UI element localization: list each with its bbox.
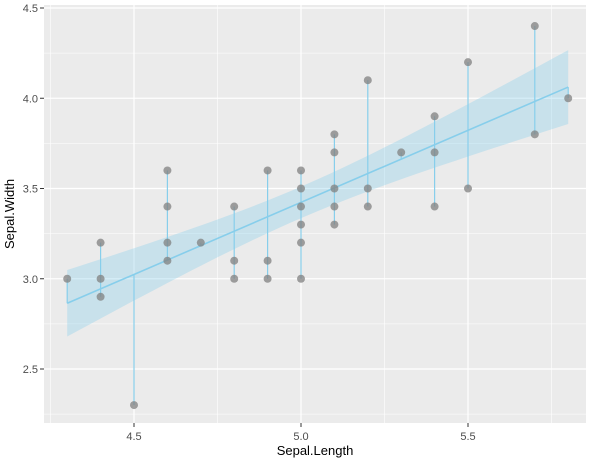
x-axis-ticks: 4.5 5.0 5.5	[126, 423, 476, 443]
data-point	[163, 256, 172, 265]
regression-line	[66, 86, 569, 305]
data-point	[530, 130, 539, 139]
x-tick-label: 5.5	[460, 431, 475, 443]
y-tick-label: 4.0	[23, 93, 38, 105]
data-point	[196, 238, 205, 247]
data-point	[430, 112, 439, 121]
data-point	[230, 202, 239, 211]
data-point	[397, 148, 406, 157]
data-point	[297, 166, 305, 175]
data-point	[564, 94, 573, 103]
data-point	[363, 184, 372, 193]
data-point	[230, 256, 239, 265]
data-point	[263, 274, 272, 283]
confidence-band	[67, 50, 569, 337]
x-tick-label: 5.0	[293, 431, 308, 443]
data-point	[263, 166, 272, 175]
data-point	[297, 220, 305, 229]
data-point	[163, 166, 172, 175]
data-point	[63, 274, 72, 283]
data-point	[530, 22, 539, 31]
y-tick-label: 3.5	[23, 184, 38, 196]
data-point	[297, 238, 305, 247]
data-point	[330, 202, 339, 211]
y-axis-ticks: 2.5 3.0 3.5 4.0 4.5	[23, 3, 44, 376]
data-point	[297, 202, 305, 211]
data-point	[297, 184, 305, 193]
data-point	[430, 202, 439, 211]
data-point	[363, 76, 372, 85]
x-tick-label: 4.5	[126, 431, 141, 443]
data-point	[263, 256, 272, 265]
data-points	[63, 22, 573, 410]
data-point	[430, 148, 439, 157]
data-point	[330, 220, 339, 229]
data-point	[330, 148, 339, 157]
plot-panel	[44, 5, 586, 423]
y-tick-label: 3.0	[23, 274, 38, 286]
data-point	[130, 401, 138, 410]
data-point	[297, 274, 305, 283]
data-point	[96, 274, 105, 283]
y-axis-title: Sepal.Width	[2, 179, 17, 249]
y-tick-label: 2.5	[23, 364, 38, 376]
x-axis-title: Sepal.Length	[277, 443, 354, 458]
data-point	[464, 184, 472, 193]
data-point	[96, 238, 105, 247]
watermark-text: 知乎 @西游东行	[484, 429, 586, 446]
data-point	[330, 130, 339, 139]
data-point	[464, 58, 472, 67]
data-point	[96, 292, 105, 301]
data-point	[163, 202, 172, 211]
data-point	[163, 238, 172, 247]
data-point	[230, 274, 239, 283]
data-point	[363, 202, 372, 211]
data-point	[330, 184, 339, 193]
y-tick-label: 4.5	[23, 3, 38, 15]
